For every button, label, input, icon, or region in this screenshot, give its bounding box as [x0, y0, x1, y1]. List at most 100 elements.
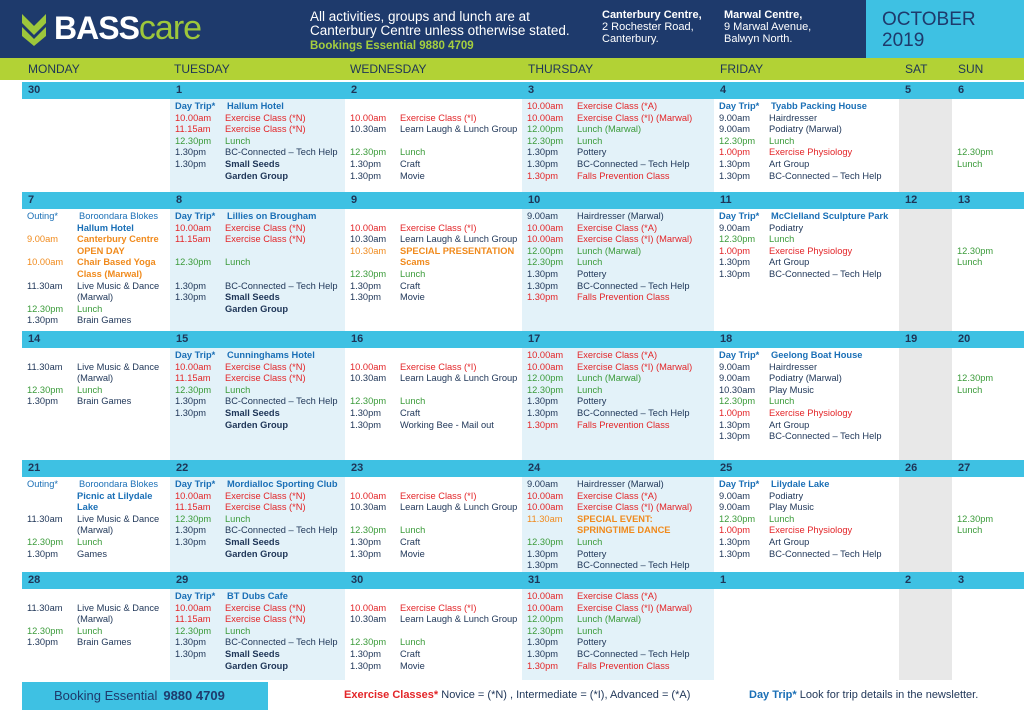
day-events: 10.00am Exercise Class (*I) 10.30am Learn L…	[350, 350, 517, 431]
event-activity: Brain Games	[77, 396, 132, 407]
event-row: Picnic at Lilydale	[27, 491, 159, 503]
event-time: 12.30pm	[527, 135, 564, 146]
event-row: (Marwal)	[27, 292, 159, 304]
event-activity: Exercise Class (*A)	[577, 350, 658, 360]
event-row: 12.30pm Lunch	[27, 304, 159, 316]
event-row: Lunch	[957, 257, 993, 269]
event-activity: BC-Connected – Tech Help	[577, 648, 690, 659]
day-cell	[899, 572, 952, 680]
event-row	[957, 350, 993, 362]
event-activity: Play Music	[769, 384, 814, 395]
event-activity: Lunch	[225, 625, 251, 636]
event-time: 9.00am	[719, 222, 751, 233]
event-time: Lunch	[957, 158, 983, 169]
event-time: 1.30pm	[527, 158, 559, 169]
day-number: 3	[522, 82, 714, 99]
event-time: 10.00am	[350, 112, 387, 123]
event-activity: Small Seeds	[225, 158, 280, 169]
event-time: 10.30am	[350, 502, 387, 513]
event-time: 11.15am	[175, 234, 211, 245]
event-activity: BC-Connected – Tech Help	[769, 431, 882, 442]
event-activity: Exercise Class (*I)	[400, 602, 477, 613]
event-activity: BC-Connected – Tech Help	[225, 637, 338, 648]
event-row: 10.30am SPECIAL PRESENTATION	[350, 246, 517, 258]
day-events: Day Trip* Lillies on Brougham 10.00am Exerc…	[175, 211, 338, 315]
day-events: Day Trip* Cunninghams Hotel 10.00am Exercis…	[175, 350, 338, 431]
event-row	[957, 223, 993, 235]
event-row: 1.30pm BC-Connected – Tech Help	[527, 560, 692, 572]
event-activity: Chair Based Yoga	[77, 257, 156, 268]
event-activity: Falls Prevention Class	[577, 419, 670, 430]
event-activity: Exercise Class (*I) (Marwal)	[577, 602, 693, 613]
day-heading: FRIDAY	[720, 62, 764, 76]
event-time: 12.30pm	[175, 257, 212, 268]
event-time: 1.30pm	[527, 407, 559, 418]
day-events: 10.00am Exercise Class (*I) 10.30am Learn L…	[350, 211, 517, 304]
event-time: 10.00am	[175, 112, 212, 123]
event-row: Day Trip* Mordialloc Sporting Club	[175, 479, 338, 491]
event-time: 1.00pm	[719, 525, 751, 536]
event-time: 1.30pm	[719, 431, 751, 442]
event-row: 12.30pm Lunch	[27, 385, 159, 397]
event-row	[957, 113, 993, 125]
intro-line-1: All activities, groups and lunch are at	[310, 9, 530, 24]
event-row: Lunch	[957, 159, 993, 171]
event-row: 10.00am Exercise Class (*A)	[527, 101, 692, 113]
event-row: 10.00am Exercise Class (*N)	[175, 603, 338, 615]
event-time: 1.30pm	[175, 407, 207, 418]
event-activity: Hallum Hotel	[77, 222, 134, 233]
event-row: 12.30pm Lunch	[350, 525, 517, 537]
event-row: 11.15am Exercise Class (*N)	[175, 373, 338, 385]
event-activity: Craft	[400, 648, 421, 659]
event-row	[350, 385, 517, 397]
event-row: 1.30pm BC-Connected – Tech Help	[175, 281, 338, 293]
day-events: 9.00am Hairdresser (Marwal) 10.00am Exercis…	[527, 479, 692, 583]
event-activity: Craft	[400, 536, 421, 547]
event-time: 11.30am	[27, 280, 63, 291]
day-heading: MONDAY	[28, 62, 80, 76]
day-number: 16	[345, 331, 522, 348]
event-row: 1.30pm Movie	[350, 292, 517, 304]
event-activity: Hairdresser (Marwal)	[577, 479, 664, 489]
event-time: Day Trip*	[719, 211, 760, 221]
event-activity: Exercise Class (*I)	[400, 112, 477, 123]
logo-bass: BASS	[54, 9, 140, 46]
event-time: 1.30pm	[27, 315, 59, 326]
event-time: 1.30pm	[175, 637, 207, 648]
day-events: Day Trip* Tyabb Packing House 9.00am Hairdr…	[719, 101, 882, 182]
event-activity: Learn Laugh & Lunch Group	[400, 234, 518, 245]
day-heading: SUN	[958, 62, 984, 76]
event-row: 12.30pm Lunch	[175, 385, 338, 397]
day-cell	[714, 82, 899, 192]
event-activity: Art Group	[769, 257, 810, 268]
event-row: 10.30am Learn Laugh & Lunch Group	[350, 373, 517, 385]
event-time: 12.30pm	[719, 396, 756, 407]
day-events: 12.30pm Lunch	[957, 479, 993, 537]
event-row: Day Trip* Lillies on Brougham	[175, 211, 338, 223]
day-number: 10	[522, 192, 714, 209]
event-time	[27, 525, 77, 537]
legend-title: Exercise Classes*	[344, 689, 439, 701]
canterbury-address: Canterbury Centre, 2 Rochester Road, Can…	[602, 9, 702, 45]
event-time	[350, 479, 400, 491]
event-activity: Lunch	[77, 625, 103, 636]
event-row: 10.00am Exercise Class (*I) (Marwal)	[527, 362, 692, 374]
event-time: 1.30pm	[175, 525, 207, 536]
event-row: (Marwal)	[27, 614, 159, 626]
event-time: 10.00am	[175, 222, 212, 233]
event-time: 9.00am	[719, 361, 751, 372]
event-time: 1.30pm	[350, 536, 382, 547]
event-time: 10.00am	[527, 490, 564, 501]
event-activity: Small Seeds	[225, 292, 280, 303]
event-row: Garden Group	[175, 304, 338, 316]
event-time: 10.00am	[350, 222, 387, 233]
event-time: 1.30pm	[527, 280, 559, 291]
event-row: 1.30pm Small Seeds	[175, 292, 338, 304]
event-activity: Lunch	[77, 384, 103, 395]
event-activity: Brain Games	[77, 315, 132, 326]
event-time: 10.00am	[527, 602, 564, 613]
event-row	[957, 211, 993, 223]
event-time: 10.30am	[350, 124, 387, 135]
event-activity: Exercise Class (*N)	[225, 614, 306, 625]
event-activity: Lunch (Marwal)	[577, 614, 642, 625]
